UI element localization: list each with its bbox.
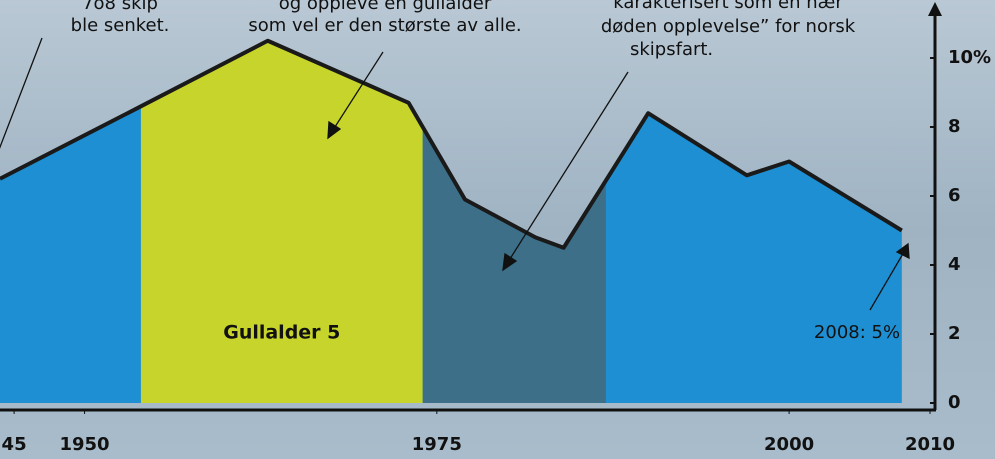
x-tick-label: 1950 bbox=[59, 434, 109, 455]
x-tick-label: 45 bbox=[2, 434, 27, 455]
x-tick-label: 1975 bbox=[412, 434, 462, 455]
annotation-text: 2008: 5% bbox=[814, 322, 900, 343]
annotation-text: karakterisert som en nær bbox=[613, 0, 843, 13]
annotation-text: og oppleve en gullalder bbox=[279, 0, 492, 14]
period-label: Gullalder 5 bbox=[223, 322, 340, 344]
y-tick-label: 0 bbox=[948, 392, 961, 413]
x-tick-label: 2000 bbox=[764, 434, 814, 455]
y-tick-label: 6 bbox=[948, 185, 961, 206]
y-tick-label: 8 bbox=[948, 116, 961, 137]
y-tick-label: 10% bbox=[948, 47, 991, 68]
annotation-text: som vel er den største av alle. bbox=[248, 15, 521, 36]
chart: Gullalder 5 7o8 skip ble senket. og oppl… bbox=[0, 0, 995, 459]
annotation-text: ble senket. bbox=[71, 15, 170, 36]
y-tick-label: 4 bbox=[948, 254, 961, 275]
x-tick-label: 2010 bbox=[905, 434, 955, 455]
annotation-text: skipsfart. bbox=[630, 39, 713, 60]
annotation-text: 7o8 skip bbox=[82, 0, 158, 14]
annotation-text: døden opplevelse” for norsk bbox=[601, 16, 856, 37]
y-tick-label: 2 bbox=[948, 323, 961, 344]
